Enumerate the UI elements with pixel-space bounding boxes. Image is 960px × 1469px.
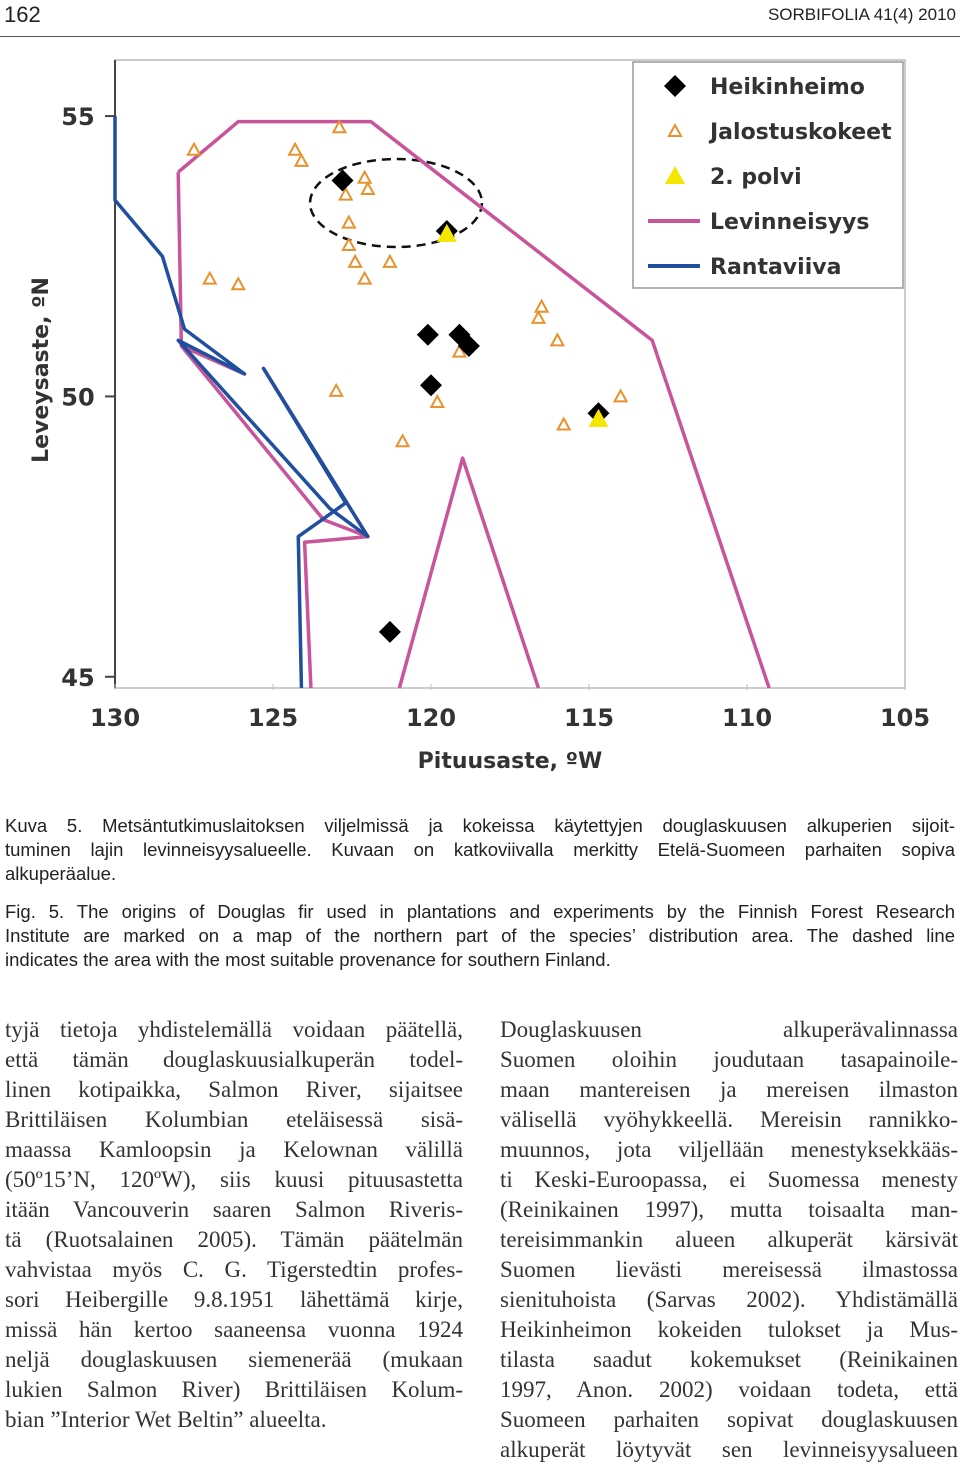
text-line: bian ”Interior Wet Beltin” alueelta. [5,1407,327,1432]
x-tick-label: 105 [880,704,930,732]
open-triangle-marker [341,236,357,252]
text-line: (Reinikainen 1997), mutta toisaalta man- [500,1197,958,1222]
caption-english: Fig. 5. The origins of Douglas fir used … [5,900,955,972]
x-tick-label: 110 [722,704,772,732]
open-triangle-marker [429,393,446,409]
text-line: Institute are marked on a map of the nor… [5,925,955,946]
open-triangle-marker [328,382,344,397]
diamond-marker [416,323,439,346]
text-line: Douglaskuusen alkuperävalinnassa [500,1017,958,1042]
open-triangle-marker [331,119,348,134]
open-triangle-marker [451,343,468,358]
body-column-right: Douglaskuusen alkuperävalinnassa Suomen o… [500,1015,958,1465]
text-line: linen kotipaikka, Salmon River, sijaitse… [5,1077,463,1102]
x-tick-label: 120 [406,704,456,732]
legend-swatch [664,75,686,97]
open-triangle-marker [337,186,354,201]
text-line: missä hän kertoo saaneensa vuonna 1924 [5,1317,463,1342]
text-line: tä (Ruotsalainen 2005). Tämän päätelmän [5,1227,463,1252]
text-line: indicates the area with the most suitabl… [5,949,611,970]
open-triangle-marker [347,253,363,268]
open-triangle-marker [230,276,246,291]
open-triangle-marker [186,141,202,156]
text-line: Kuva 5. Metsäntutkimuslaitoksen viljelmi… [5,815,955,836]
text-line: Heikinheimon kokeiden tulokset ja Mus- [500,1317,958,1342]
legend-swatch [665,166,685,184]
y-axis-label: Leveysaste, ºN [29,277,54,463]
legend-label: Heikinheimo [710,75,865,100]
text-line: tyjä tietoja yhdistelemällä voidaan päät… [5,1017,463,1042]
legend-label: Levinneisyys [710,210,869,235]
x-axis-label: Pituusaste, ºW [418,749,603,774]
legend-swatch [667,122,683,137]
text-line: 1997, Anon. 2002) voidaan todeta, että [500,1377,958,1402]
open-triangle-marker [394,433,411,448]
y-tick-label: 50 [61,383,94,411]
header-rule [0,36,960,37]
open-triangle-marker [360,180,376,195]
text-line: sori Heibergille 9.8.1951 lähettämä kirj… [5,1287,463,1312]
text-line: tilasta saadut kokemukset (Reinikainen [500,1347,958,1372]
open-triangle-marker [356,270,373,285]
open-triangle-marker [341,214,357,229]
diamond-marker [378,620,401,643]
x-tick-label: 115 [564,704,614,732]
open-triangle-marker [556,416,572,431]
journal-header: SORBIFOLIA 41(4) 2010 [767,5,956,24]
open-triangle-marker [382,253,398,268]
y-tick-label: 55 [61,103,94,131]
text-line: Suomen lievästi mereisessä ilmastossa [500,1257,958,1282]
text-line: sienituhoista (Sarvas 2002). Yhdistämäll… [500,1287,958,1312]
text-line: Suomeen parhaiten sopivat douglaskuusen [500,1407,958,1432]
text-line: välisellä vyöhykkeellä. Mereisin rannikk… [500,1107,958,1132]
open-triangle-marker [612,388,629,403]
text-line: Suomen oloihin joudutaan tasapainoile- [500,1047,958,1072]
x-tick-label: 125 [248,704,298,732]
text-line: alkuperäalue. [5,863,117,884]
text-line: alkuperät löytyvät sen levinneisyysaluee… [500,1437,958,1462]
text-line: muunnos, jota viljellään menestyksekkääs… [500,1137,958,1162]
text-line: tuminen lajin levinneisyysalueelle. Kuva… [5,839,955,860]
text-line: itään Vancouverin saaren Salmon Riveris- [5,1197,463,1222]
legend-label: 2. polvi [710,165,802,190]
x-tick-label: 130 [90,704,140,732]
open-triangle-marker [356,169,373,184]
text-line: ti Keski-Euroopassa, ei Suomessa menesty [500,1167,958,1192]
triangle-marker [436,223,457,242]
diamond-marker [420,374,442,397]
caption-finnish: Kuva 5. Metsäntutkimuslaitoksen viljelmi… [5,814,955,886]
page-number: 162 [4,2,41,27]
body-column-left: tyjä tietoja yhdistelemällä voidaan päät… [5,1015,463,1435]
text-line: tereisimmankin alueen alkuperät kärsivät [500,1227,958,1252]
map-line [113,116,370,689]
legend-label: Jalostuskokeet [708,120,892,145]
legend-label: Rantaviiva [710,255,841,280]
open-triangle-marker [530,309,547,324]
text-line: vahvistaa myös C. G. Tigerstedtin profes… [5,1257,463,1282]
open-triangle-marker [293,152,310,167]
open-triangle-marker [202,270,218,285]
text-line: (50º15’N, 120ºW), siis kuusi pituusastet… [5,1167,463,1192]
open-triangle-marker [549,332,566,347]
diamond-marker [331,169,354,192]
text-line: lukien Salmon River) Brittiläisen Kolum- [5,1377,463,1402]
chart: Pituusaste, ºW Leveysaste, ºN 45 50 55 130 1… [29,59,930,774]
triangle-marker [588,408,609,427]
open-triangle-marker [533,298,550,313]
text-line: että tämän douglaskuusialkuperän todel- [5,1047,463,1072]
text-line: maan mantereisen ja mereisen ilmaston [500,1077,958,1102]
open-triangle-marker [287,141,303,156]
y-tick-label: 45 [61,664,94,692]
text-line: Brittiläisen Kolumbian eteläisessä sisä- [5,1107,463,1132]
text-line: Fig. 5. The origins of Douglas fir used … [5,901,955,922]
suitable-area-outline [308,157,484,249]
text-line: maassa Kamloopsin ja Kelownan välillä [5,1137,463,1162]
text-line: neljä douglaskuusen siemenerää (mukaan [5,1347,463,1372]
diamond-marker [457,334,480,357]
